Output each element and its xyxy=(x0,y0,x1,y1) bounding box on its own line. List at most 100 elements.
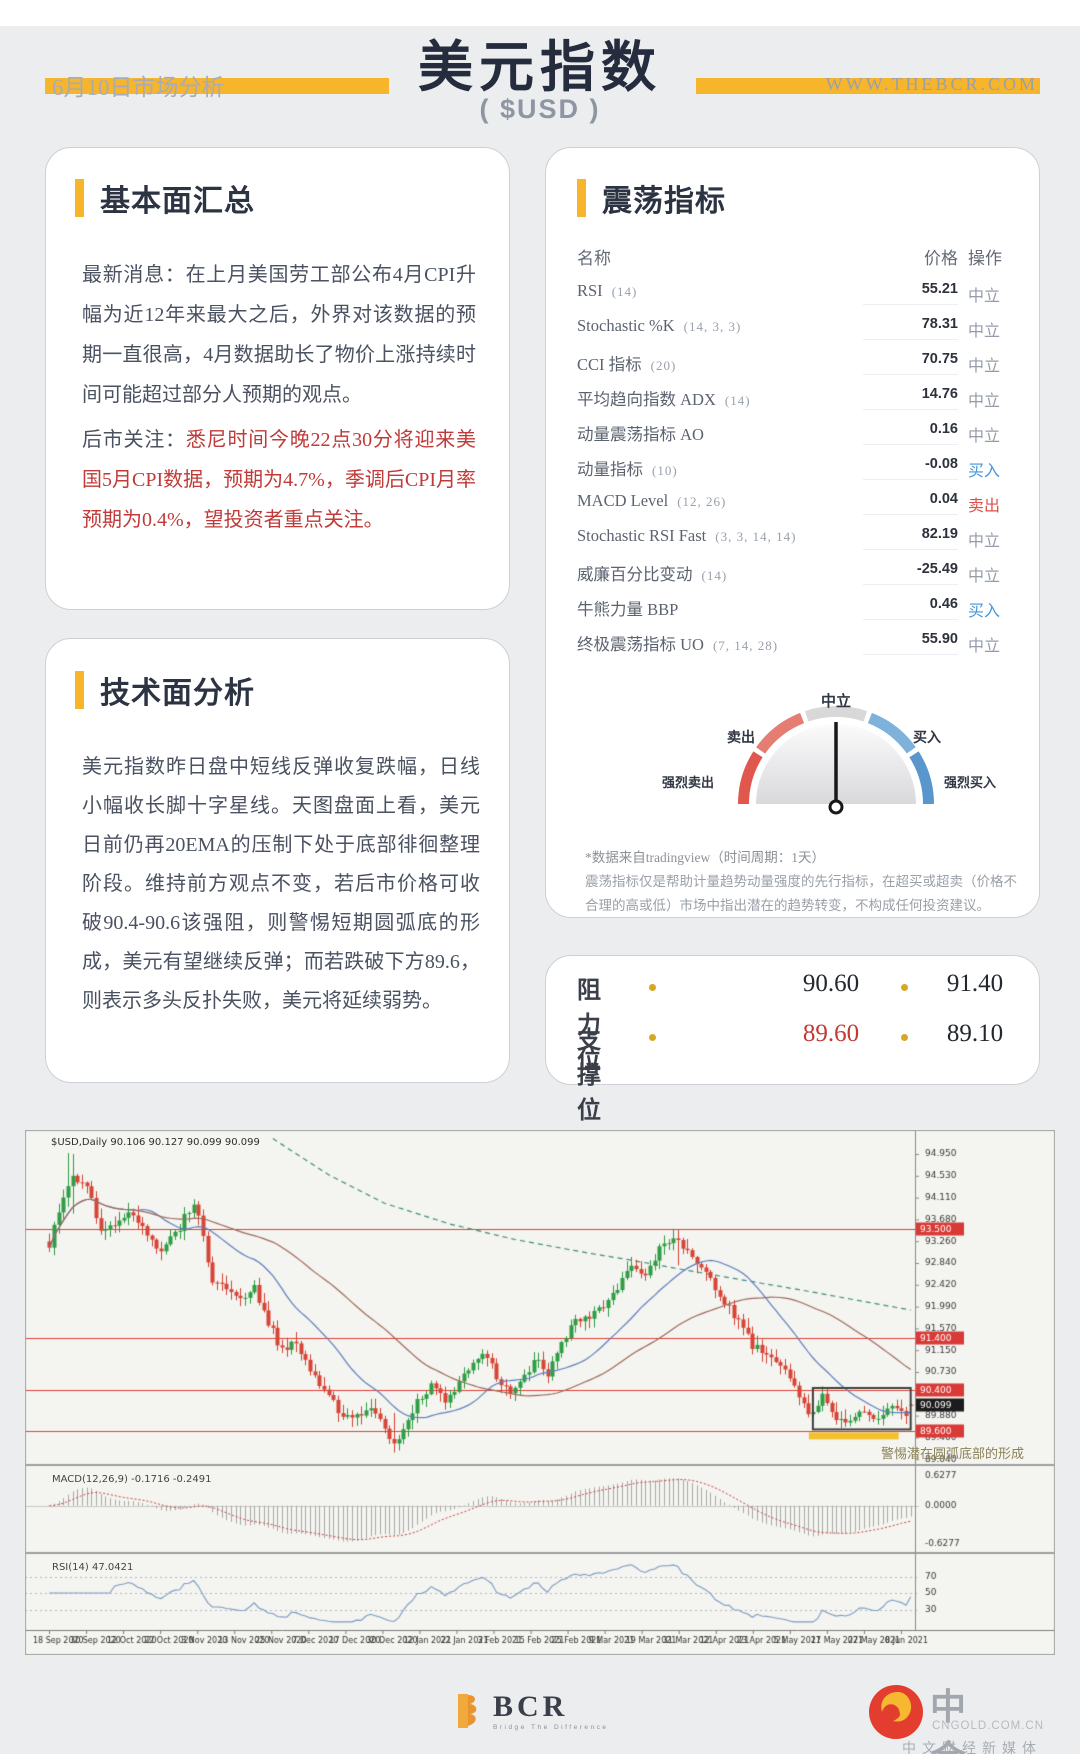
indicator-price: 14.76 xyxy=(863,386,958,410)
heading-accent-bar xyxy=(75,671,84,709)
page-title: 美元指数 xyxy=(417,36,662,98)
cngold-tagline: 中文财经新媒体 xyxy=(902,1740,1042,1754)
bullet-dot xyxy=(649,984,656,991)
gauge-label-strong-sell: 强烈卖出 xyxy=(662,775,715,790)
indicator-price: -25.49 xyxy=(863,561,958,585)
indicator-row: MACD Level (12, 26) 0.04 卖出 xyxy=(577,484,1010,519)
indicator-action: 买入 xyxy=(968,603,1001,620)
indicator-name: Stochastic RSI Fast (3, 3, 14, 14) xyxy=(577,526,797,545)
gauge-label-buy: 买入 xyxy=(913,729,941,745)
indicator-param: (10) xyxy=(652,463,678,478)
indicator-row: 平均趋向指数 ADX (14) 14.76 中立 xyxy=(577,379,1010,414)
indicator-price: -0.08 xyxy=(863,456,958,480)
latest-news-paragraph: 最新消息：在上月美国劳工部公布4月CPI升幅为近12年来最大之后，外界对该数据的… xyxy=(82,255,476,415)
header-accent-bar-left xyxy=(45,78,389,94)
indicator-action: 中立 xyxy=(968,288,1001,305)
website-url: WWW.THEBCR.COM xyxy=(825,74,1038,94)
indicator-action: 中立 xyxy=(968,568,1001,585)
candlestick-canvas xyxy=(25,1130,1055,1655)
indicator-row: 威廉百分比变动 (14) -25.49 中立 xyxy=(577,554,1010,589)
sentiment-gauge xyxy=(738,706,934,815)
chart-annotation: 警惕潜在圆弧底部的形成 xyxy=(881,1446,1025,1461)
resistance-row: 阻力位 90.60 91.40 xyxy=(0,968,1003,1074)
indicator-price: 82.19 xyxy=(863,526,958,550)
oscillator-table-header: 名称 价格 操作 xyxy=(577,240,1010,274)
gauge-arc-sell xyxy=(756,712,805,754)
latest-news-text: 在上月美国劳工部公布4月CPI升幅为近12年来最大之后，外界对该数据的预期一直很… xyxy=(82,264,476,406)
indicator-price: 0.16 xyxy=(863,421,958,445)
cngold-logo-text: 中金网 xyxy=(930,1686,969,1754)
indicator-price: 0.46 xyxy=(863,596,958,620)
technical-title: 技术面分析 xyxy=(100,677,255,710)
resistance-label: 阻力位 xyxy=(577,978,601,1074)
indicator-price: 78.31 xyxy=(863,316,958,340)
indicator-param: (14) xyxy=(611,284,638,299)
top-strip xyxy=(0,0,1080,26)
indicator-action: 卖出 xyxy=(968,498,1001,515)
gauge-label-neutral: 中立 xyxy=(820,693,851,710)
latest-news-label: 最新消息： xyxy=(82,264,186,286)
heading-accent-bar xyxy=(577,179,586,217)
gauge-label-strong-buy: 强烈买入 xyxy=(944,775,997,790)
indicator-name: 威廉百分比变动 (14) xyxy=(577,565,728,584)
indicator-row: Stochastic RSI Fast (3, 3, 14, 14) 82.19 中立 xyxy=(577,519,1010,554)
indicator-name: 牛熊力量 BBP xyxy=(577,600,679,619)
support-label: 支撑位 xyxy=(577,1028,601,1124)
gauge-arc-buy xyxy=(867,712,916,754)
gauge-arc-strong-sell xyxy=(738,751,763,805)
indicator-action: 中立 xyxy=(968,428,1001,445)
indicator-name: MACD Level (12, 26) xyxy=(577,491,727,510)
bullet-dot xyxy=(901,984,908,991)
watch-text: 悉尼时间今晚22点30分将迎来美国5月CPI数据，预期为4.7%，季调后CPI月… xyxy=(82,429,477,531)
watch-paragraph: 后市关注：悉尼时间今晚22点30分将迎来美国5月CPI数据，预期为4.7%，季调… xyxy=(82,420,476,540)
rsi-label: RSI(14) 47.0421 xyxy=(52,1562,134,1573)
indicator-action: 中立 xyxy=(968,638,1001,655)
indicator-action: 中立 xyxy=(968,393,1001,410)
fundamental-heading: 基本面汇总 xyxy=(75,176,255,220)
column-price: 价格 xyxy=(924,249,958,268)
indicator-name: CCI 指标 (20) xyxy=(577,355,677,374)
indicator-param: (14) xyxy=(724,393,751,408)
indicator-row: 终极震荡指标 UO (7, 14, 28) 55.90 中立 xyxy=(577,624,1010,659)
support-value-2: 89.10 xyxy=(946,1020,1004,1047)
indicator-action: 中立 xyxy=(968,323,1001,340)
gauge-arc-strong-buy xyxy=(909,751,934,805)
indicator-param: (14, 3, 3) xyxy=(683,319,742,334)
bullet-dot xyxy=(649,1034,656,1041)
indicator-row: RSI (14) 55.21 中立 xyxy=(577,274,1010,309)
indicator-row: 动量震荡指标 AO 0.16 中立 xyxy=(577,414,1010,449)
indicator-name: 终极震荡指标 UO (7, 14, 28) xyxy=(577,635,779,654)
header-accent-bar-right xyxy=(696,78,1040,94)
fundamental-title: 基本面汇总 xyxy=(100,185,255,218)
indicator-price: 70.75 xyxy=(863,351,958,375)
column-name: 名称 xyxy=(577,249,611,268)
oscillator-rows: RSI (14) 55.21 中立 Stochastic %K (14, 3, 3) 78.… xyxy=(577,274,1010,659)
indicator-action: 中立 xyxy=(968,533,1001,550)
cngold-logo-icon xyxy=(869,1685,923,1739)
support-row: 支撑位 89.60 89.10 xyxy=(0,1018,1003,1124)
gauge-label-sell: 卖出 xyxy=(727,729,755,745)
gauge-needle-pivot xyxy=(828,799,844,815)
indicator-param: (12, 26) xyxy=(677,494,727,509)
data-source-note: *数据来自tradingview（时间周期：1天） xyxy=(585,850,825,865)
resistance-value-1: 90.60 xyxy=(802,970,860,997)
gauge-arc-neutral xyxy=(804,706,868,722)
indicator-name: 动量震荡指标 AO xyxy=(577,425,704,444)
technical-text: 美元指数昨日盘中短线反弹收复跌幅，日线小幅收长脚十字星线。天图盘面上看，美元日前… xyxy=(82,756,480,1012)
price-chart: $USD,Daily 90.106 90.127 90.099 90.099 M… xyxy=(25,1130,1055,1655)
indicator-name: RSI (14) xyxy=(577,281,638,300)
oscillator-title: 震荡指标 xyxy=(602,185,726,218)
fundamental-card xyxy=(45,147,510,610)
watch-label: 后市关注： xyxy=(82,429,186,451)
indicator-price: 55.21 xyxy=(863,281,958,305)
bcr-tagline: Bridge The Difference xyxy=(493,1724,609,1731)
bcr-logo: BCR Bridge The Difference xyxy=(455,1692,609,1731)
indicator-action: 中立 xyxy=(968,358,1001,375)
resistance-value-2: 91.40 xyxy=(946,970,1004,997)
cngold-domain: CNGOLD.COM.CN xyxy=(932,1720,1045,1732)
oscillator-table: 名称 价格 操作 RSI (14) 55.21 中立 Stochastic %K (14,… xyxy=(577,240,1010,659)
bullet-dot xyxy=(901,1034,908,1041)
disclaimer-note: 震荡指标仅是帮助计量趋势动量强度的先行指标，在超买或超卖（价格不合理的高或低）市… xyxy=(585,874,1017,913)
indicator-price: 55.90 xyxy=(863,631,958,655)
